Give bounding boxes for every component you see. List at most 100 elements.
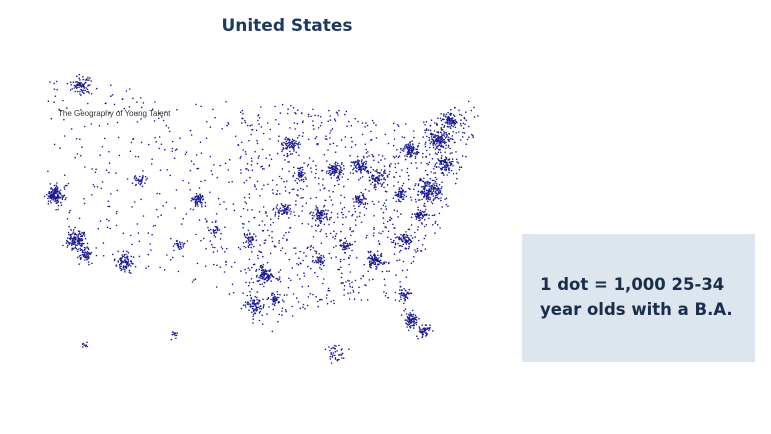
dot	[181, 242, 183, 244]
dot	[323, 264, 325, 267]
dot	[246, 233, 249, 236]
dot	[412, 260, 415, 263]
dot	[434, 163, 437, 165]
dot	[151, 108, 154, 110]
dot	[405, 146, 408, 148]
dot	[393, 156, 396, 159]
dot	[356, 167, 358, 170]
dot	[431, 191, 433, 193]
dot	[320, 170, 323, 172]
dot	[295, 140, 297, 143]
dot	[367, 250, 370, 253]
dot	[366, 299, 369, 301]
dot	[142, 102, 145, 104]
dot	[335, 171, 337, 174]
dot	[263, 168, 265, 170]
dot	[211, 221, 214, 223]
dot	[294, 111, 296, 114]
dot	[158, 112, 160, 114]
dot	[336, 164, 339, 167]
dot	[60, 204, 63, 206]
dot	[297, 264, 300, 266]
dot	[400, 289, 403, 292]
dot	[126, 261, 128, 263]
dot	[378, 260, 381, 263]
dot	[450, 118, 453, 120]
dot	[254, 304, 257, 307]
dot	[79, 240, 82, 242]
dot	[77, 90, 79, 93]
dot	[196, 262, 199, 265]
dot	[292, 148, 295, 150]
dot	[293, 188, 295, 190]
dot	[279, 193, 281, 195]
dot	[419, 328, 421, 331]
dot	[305, 255, 307, 257]
dot	[285, 136, 288, 139]
dot	[74, 86, 77, 88]
dot	[464, 111, 467, 113]
dot	[277, 140, 280, 142]
dot	[450, 161, 453, 163]
dot	[175, 334, 178, 337]
dot	[343, 206, 346, 209]
dot	[197, 200, 199, 203]
dot	[193, 163, 195, 165]
dot	[245, 153, 247, 155]
dot	[378, 175, 380, 177]
dot	[154, 136, 156, 139]
dot	[288, 161, 291, 163]
dot	[295, 142, 298, 145]
dot	[368, 261, 371, 263]
dot	[330, 177, 333, 179]
dot	[382, 217, 385, 219]
dot	[302, 174, 305, 176]
dot	[408, 321, 410, 324]
dot	[140, 141, 143, 144]
dot	[137, 232, 140, 234]
dot	[334, 167, 337, 170]
dot	[424, 124, 426, 126]
dot	[342, 217, 344, 219]
dot	[291, 188, 294, 191]
dot	[284, 159, 286, 161]
dot	[261, 188, 263, 190]
dot	[334, 151, 337, 153]
dot	[369, 257, 372, 260]
dot	[424, 185, 426, 188]
dot	[405, 195, 408, 198]
dot	[382, 204, 385, 207]
dot	[252, 233, 255, 235]
dot	[115, 212, 118, 215]
dot	[430, 201, 433, 203]
dot	[260, 264, 263, 267]
dot	[432, 144, 435, 146]
dot	[444, 121, 447, 124]
dot	[425, 128, 428, 130]
dot	[473, 106, 475, 109]
dot	[219, 238, 222, 240]
dot	[271, 293, 273, 296]
dot	[394, 233, 396, 235]
dot	[397, 242, 399, 245]
dot	[379, 259, 382, 262]
dot	[249, 303, 252, 306]
dot	[132, 97, 134, 100]
dot	[80, 88, 82, 91]
dot	[262, 263, 265, 266]
dot	[122, 250, 125, 252]
dot	[166, 254, 168, 256]
dot	[52, 199, 54, 201]
dot	[425, 224, 428, 226]
dot	[348, 298, 351, 300]
dot	[401, 195, 403, 198]
dot	[140, 181, 143, 183]
dot	[286, 147, 288, 150]
dot	[362, 203, 365, 205]
dot	[179, 248, 181, 251]
dot	[297, 146, 300, 149]
dot	[445, 131, 448, 134]
dot	[445, 158, 448, 160]
dot	[338, 268, 341, 271]
dot	[343, 285, 346, 287]
